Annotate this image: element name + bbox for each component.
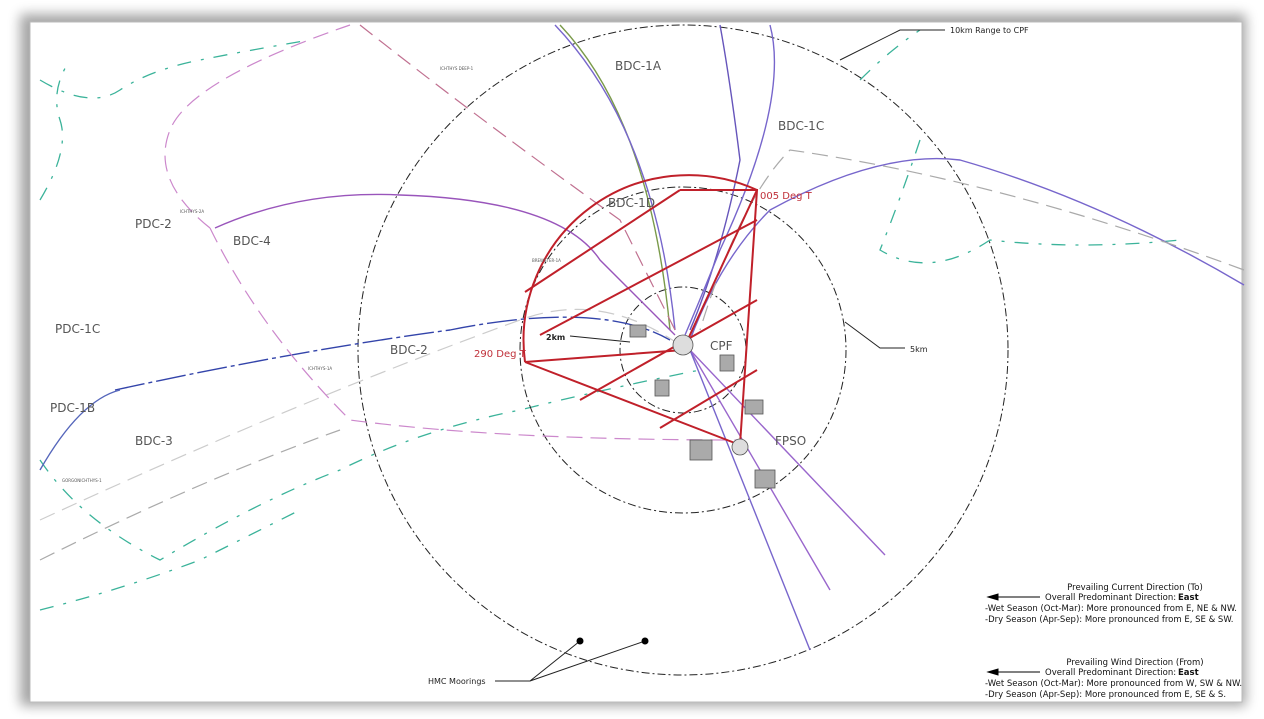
mooring	[576, 637, 584, 645]
label: 290 Deg T	[474, 349, 527, 360]
mooring	[641, 637, 649, 645]
arrow	[986, 668, 1040, 676]
legend-text: Overall Predominant Direction:	[1045, 593, 1176, 603]
label: BDC-3	[135, 434, 173, 448]
label: BDC-1C	[778, 119, 824, 133]
well-label: ICHTHYS-1A	[308, 366, 332, 371]
label: FPSO	[775, 434, 806, 448]
well-label: ICHTHYS-2A	[180, 209, 204, 214]
legend-text: Overall Predominant Direction:	[1045, 668, 1176, 678]
legend: Prevailing Current Direction (To) Overal…	[985, 583, 1242, 700]
label: 2km	[546, 333, 565, 342]
arrow	[986, 593, 1040, 601]
label: 005 Deg T	[760, 191, 813, 202]
label: BDC-2	[390, 343, 428, 357]
label: HMC Moorings	[428, 677, 486, 686]
label: 10km Range to CPF	[950, 26, 1029, 35]
well-label: GORGONICHTHYS-1	[62, 478, 102, 483]
well-label: BREWSTER-1A	[532, 258, 561, 263]
leaders	[495, 29, 945, 682]
label: 5km	[910, 345, 928, 354]
legend-text: East	[1178, 593, 1199, 603]
structures	[629, 324, 776, 489]
label: CPF	[710, 339, 733, 353]
label: PDC-1B	[50, 401, 95, 415]
label: BDC-1A	[615, 59, 662, 73]
label: PDC-1C	[55, 322, 100, 336]
legend-text: -Dry Season (Apr-Sep): More pronounced f…	[985, 690, 1226, 700]
legend-text: -Wet Season (Oct-Mar): More pronounced f…	[985, 604, 1237, 614]
legend-text: -Dry Season (Apr-Sep): More pronounced f…	[985, 615, 1233, 625]
legend-title: Prevailing Wind Direction (From)	[1066, 658, 1203, 668]
frame	[29, 21, 1243, 703]
legend-text: -Wet Season (Oct-Mar): More pronounced f…	[985, 679, 1242, 689]
legend-text: East	[1178, 668, 1199, 678]
label: PDC-2	[135, 217, 172, 231]
well-label: ICHTHYS DEEP-1	[440, 66, 474, 71]
label: BDC-1D	[608, 196, 655, 210]
flowlines	[39, 24, 1245, 651]
contours	[39, 29, 1181, 611]
legend-title: Prevailing Current Direction (To)	[1067, 583, 1203, 593]
label: BDC-4	[233, 234, 271, 248]
